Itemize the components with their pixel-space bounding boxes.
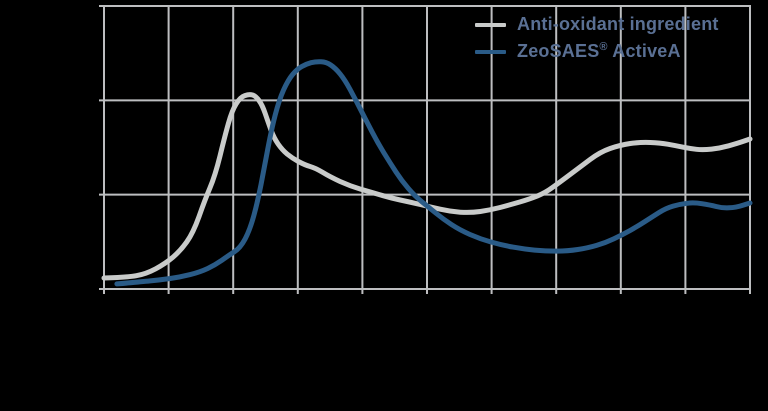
legend-item-antioxidant: Anti-oxidant ingredient (475, 11, 719, 38)
legend-label-zeosaes-name: ZeoSAES (517, 41, 600, 61)
legend-label-zeosaes-rest: ActiveA (607, 41, 681, 61)
legend-item-zeosaes: ZeoSAES® ActiveA (475, 38, 719, 65)
legend-label-antioxidant: Anti-oxidant ingredient (517, 14, 719, 34)
series-line-zeosaes (114, 59, 753, 287)
chart-legend: Anti-oxidant ingredient ZeoSAES® ActiveA (475, 11, 719, 65)
series-line-antioxidant (101, 92, 753, 281)
legend-swatch-blue-line (475, 49, 506, 54)
registered-trademark-icon: ® (599, 41, 608, 53)
legend-swatch-gray-line (475, 22, 506, 27)
legend-label-zeosaes: ZeoSAES® ActiveA (517, 41, 681, 62)
